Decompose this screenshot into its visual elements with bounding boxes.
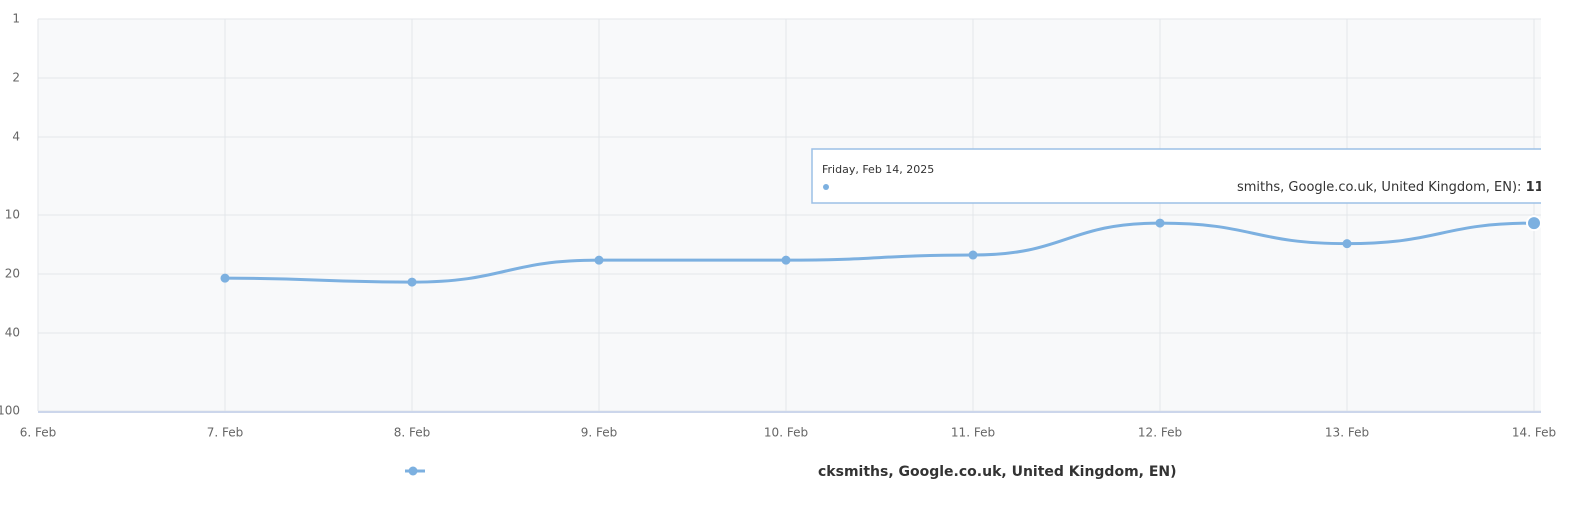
point: [968, 250, 978, 260]
tooltip-label: smiths, Google.co.uk, United Kingdom, EN…: [1237, 180, 1544, 195]
point: [1155, 218, 1165, 228]
x-tick-label: 12. Feb: [1138, 426, 1182, 440]
x-tick-label: 6. Feb: [20, 426, 57, 440]
x-tick-label: 10. Feb: [764, 426, 808, 440]
legend-marker: [408, 466, 418, 476]
x-tick-label: 9. Feb: [581, 426, 618, 440]
x-tick-label: 7. Feb: [207, 426, 244, 440]
y-tick-label: 10: [5, 208, 20, 222]
redaction: [833, 177, 1237, 197]
point: [1342, 239, 1352, 249]
y-tick-label: 2: [12, 71, 20, 85]
series-line: [224, 221, 1535, 284]
y-tick-label: 1: [12, 12, 20, 26]
y-tick-label: 20: [5, 267, 20, 281]
tooltip-marker: [823, 184, 829, 190]
point: [781, 255, 791, 265]
y-tick-label: 100: [0, 404, 20, 418]
point: [1526, 215, 1541, 232]
y-tick-label: 4: [12, 130, 20, 144]
tooltip-date: Friday, Feb 14, 2025: [822, 163, 934, 176]
tooltip-value: 11: [1526, 180, 1544, 195]
x-tick-label: 8. Feb: [394, 426, 431, 440]
legend-label[interactable]: cksmiths, Google.co.uk, United Kingdom, …: [818, 464, 1177, 480]
point: [594, 255, 604, 265]
tooltip-series: smiths, Google.co.uk, United Kingdom, EN…: [1237, 180, 1521, 195]
point: [407, 277, 417, 287]
x-tick-label: 13. Feb: [1325, 426, 1369, 440]
x-tick-label: 14. Feb: [1512, 426, 1556, 440]
point: [220, 273, 230, 283]
y-tick-label: 40: [5, 326, 20, 340]
x-tick-label: 11. Feb: [951, 426, 995, 440]
